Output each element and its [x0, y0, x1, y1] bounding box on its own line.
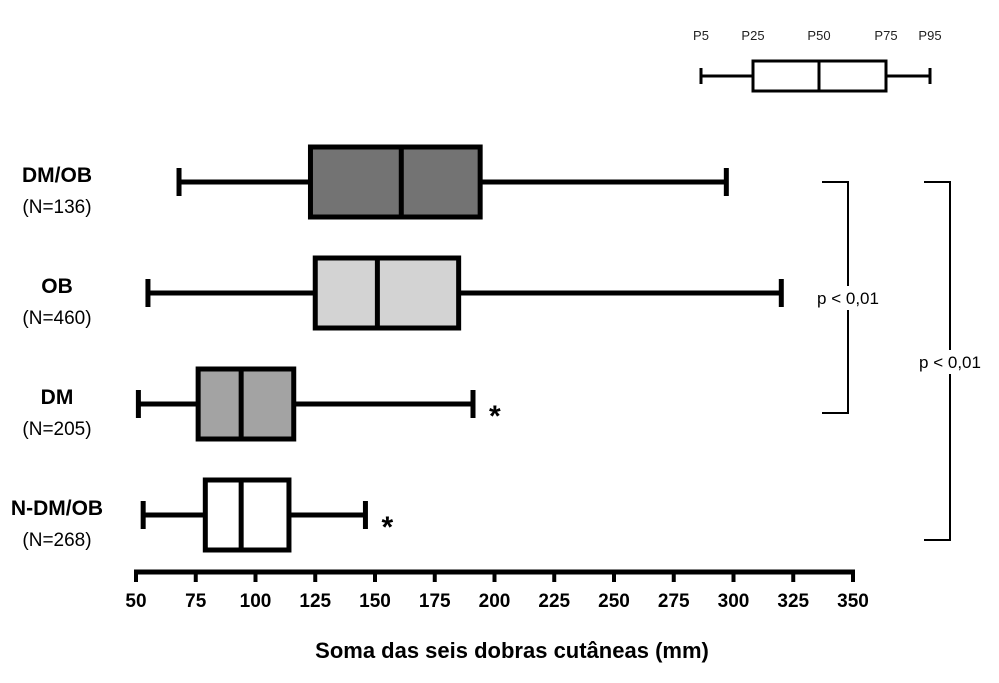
box-group-ob: OB (N=460)	[22, 255, 784, 331]
box-iqr	[195, 366, 297, 442]
group-name-label: DM	[41, 386, 74, 409]
significance-star: *	[381, 511, 393, 544]
significance-label-2: p < 0,01	[919, 353, 981, 372]
x-tick-label: 100	[240, 591, 272, 612]
group-name-label: OB	[41, 275, 73, 298]
group-n-label: (N=460)	[22, 308, 91, 329]
box-iqr	[307, 144, 483, 220]
x-tick-label: 50	[125, 591, 146, 612]
bracket-label-background	[807, 286, 889, 310]
significance-star: *	[489, 400, 501, 433]
legend: P5 P25 P50 P75 P95	[693, 28, 942, 93]
x-tick-label: 150	[359, 591, 391, 612]
box-group-n-dm-ob: N-DM/OB (N=268) *	[11, 477, 393, 553]
x-axis: 50 75 100 125 150 175 200 225 250 275 300 325 350 Som…	[125, 569, 869, 663]
group-n-label: (N=136)	[22, 197, 91, 218]
legend-label-p25: P25	[741, 28, 764, 43]
x-tick-label: 275	[658, 591, 690, 612]
group-name-label: DM/OB	[22, 164, 92, 187]
significance-brackets: p < 0,01 p < 0,01	[807, 181, 991, 541]
legend-label-p95: P95	[918, 28, 941, 43]
legend-label-p5: P5	[693, 28, 709, 43]
box-group-dm: DM (N=205) *	[22, 366, 501, 442]
box-groups: DM/OB (N=136) OB (N=460) DM (N=205) * N-DM/OB (N…	[11, 144, 784, 553]
group-n-label: (N=268)	[22, 530, 91, 551]
group-name-label: N-DM/OB	[11, 497, 103, 520]
x-tick-label: 125	[299, 591, 331, 612]
x-tick-label: 350	[837, 591, 869, 612]
bracket-label-background	[909, 350, 991, 374]
x-tick-label: 250	[598, 591, 630, 612]
legend-label-p75: P75	[874, 28, 897, 43]
x-tick-label: 300	[718, 591, 750, 612]
group-n-label: (N=205)	[22, 419, 91, 440]
x-tick-label: 75	[185, 591, 207, 612]
legend-label-p50: P50	[807, 28, 830, 43]
x-tick-label: 175	[419, 591, 451, 612]
box-group-dm-ob: DM/OB (N=136)	[22, 144, 729, 220]
box-iqr	[202, 477, 292, 553]
x-tick-label: 200	[479, 591, 511, 612]
x-axis-title: Soma das seis dobras cutâneas (mm)	[315, 638, 709, 663]
box-iqr	[312, 255, 462, 331]
x-tick-label: 325	[777, 591, 809, 612]
x-tick-label: 225	[538, 591, 570, 612]
significance-label-1: p < 0,01	[817, 289, 879, 308]
